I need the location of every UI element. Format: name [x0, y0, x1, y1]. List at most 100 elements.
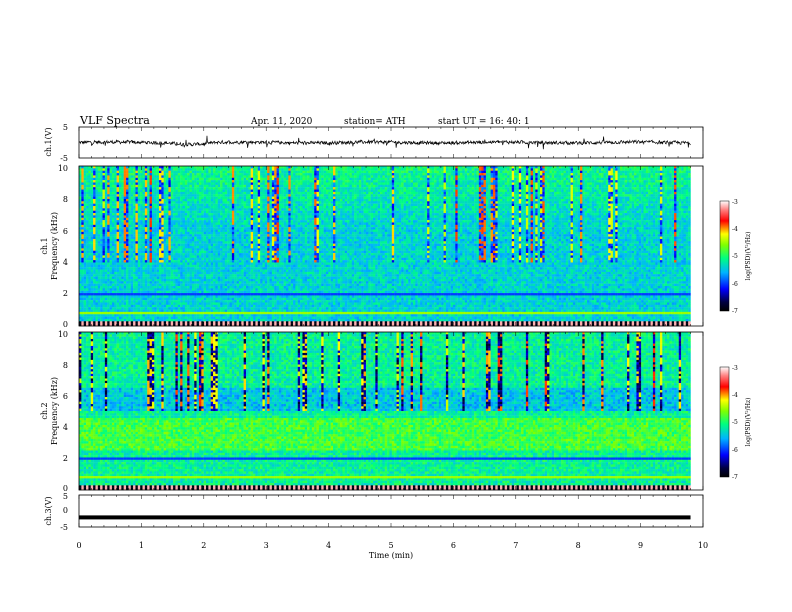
- spectrogram-cell: [464, 203, 468, 207]
- spectrogram-cell: [384, 175, 388, 178]
- spectrogram-cell: [467, 182, 470, 186]
- spectrogram-cell: [358, 184, 362, 188]
- spectrogram-cell: [547, 166, 550, 169]
- spectrogram-cell: [333, 187, 336, 190]
- spectrogram-cell: [685, 206, 689, 209]
- spectrogram-cell: [206, 196, 209, 200]
- spectrogram-cell: [114, 196, 117, 200]
- spectrogram-cell: [293, 180, 296, 183]
- spectrogram-cell: [678, 198, 682, 202]
- spectrogram-cell: [95, 173, 99, 176]
- spectrogram-cell: [511, 198, 515, 202]
- spectrogram-cell: [97, 210, 101, 214]
- spectrogram-cell: [304, 206, 308, 209]
- spectrogram-cell: [598, 206, 602, 209]
- spectrogram-cell: [137, 182, 141, 186]
- spectrogram-cell: [262, 175, 266, 178]
- spectrogram-cell: [584, 194, 588, 197]
- spectrogram-cell: [398, 208, 402, 211]
- spectrogram-cell: [530, 189, 534, 193]
- spectrogram-cell: [86, 175, 89, 178]
- spectrogram-cell: [488, 201, 491, 204]
- spectrogram-cell: [631, 208, 635, 211]
- spectrogram-cell: [234, 206, 237, 209]
- spectrogram-cell: [250, 194, 254, 197]
- spectrogram-cell: [130, 189, 134, 193]
- spectrogram-cell: [81, 206, 84, 209]
- spectrogram-cell: [535, 208, 538, 211]
- spectrogram-cell: [189, 170, 193, 174]
- spectrogram-cell: [318, 177, 322, 181]
- spectrogram-cell: [549, 166, 552, 169]
- spectrogram-cell: [380, 206, 383, 209]
- spectrogram-cell: [133, 180, 136, 183]
- spectrogram-cell: [217, 198, 221, 202]
- spectrogram-cell: [511, 201, 515, 204]
- spectrogram-cell: [333, 173, 336, 176]
- spectrogram-cell: [424, 196, 428, 200]
- spectrogram-cell: [123, 173, 127, 176]
- spectrogram-cell: [441, 170, 444, 174]
- spectrogram-cell: [645, 206, 649, 209]
- spectrogram-cell: [262, 184, 266, 188]
- spectrogram-cell: [405, 191, 409, 195]
- spectrogram-cell: [448, 198, 451, 202]
- spectrogram-cell: [676, 168, 679, 171]
- spectrogram-cell: [95, 184, 99, 188]
- spectrogram-cell: [450, 201, 454, 204]
- spectrogram-cell: [267, 182, 270, 186]
- spectrogram-cell: [281, 194, 284, 197]
- spectrogram-cell: [478, 175, 482, 178]
- spectrogram-cell: [130, 182, 134, 186]
- spectrogram-cell: [511, 194, 515, 197]
- spectrogram-cell: [502, 191, 505, 195]
- spectrogram-cell: [210, 184, 214, 188]
- spectrogram-cell: [333, 201, 336, 204]
- spectrogram-cell: [295, 170, 298, 174]
- spectrogram-cell: [596, 170, 599, 174]
- spectrogram-cell: [130, 177, 134, 181]
- spectrogram-cell: [655, 208, 658, 211]
- spectrogram-cell: [201, 170, 204, 174]
- spectrogram-cell: [135, 173, 138, 176]
- spectrogram-cell: [403, 175, 407, 178]
- spectrogram-cell: [436, 201, 440, 204]
- spectrogram-cell: [278, 191, 282, 195]
- ch1-spectrogram-heatmap: [79, 166, 691, 327]
- spectrogram-cell: [547, 168, 550, 171]
- spectrogram-cell: [166, 168, 169, 171]
- spectrogram-cell: [281, 177, 284, 181]
- spectrogram-cell: [396, 184, 400, 188]
- spectrogram-cell: [525, 187, 529, 190]
- spectrogram-cell: [347, 194, 350, 197]
- spectrogram-cell: [575, 194, 578, 197]
- spectrogram-cell: [523, 180, 527, 183]
- spectrogram-cell: [591, 194, 595, 197]
- spectrogram-cell: [187, 182, 190, 186]
- spectrogram-cell: [485, 166, 489, 169]
- spectrogram-cell: [441, 168, 444, 171]
- spectrogram-cell: [351, 189, 355, 193]
- spectrogram-cell: [627, 203, 630, 207]
- spectrogram-cell: [182, 182, 186, 186]
- spectrogram-cell: [304, 184, 308, 188]
- spectrogram-cell: [622, 191, 625, 195]
- spectrogram-cell: [241, 184, 244, 188]
- spectrogram-cell: [657, 182, 661, 186]
- spectrogram-cell: [551, 187, 555, 190]
- spectrogram-cell: [227, 201, 230, 204]
- spectrogram-cell: [619, 187, 623, 190]
- spectrogram-cell: [264, 182, 268, 186]
- spectrogram-cell: [375, 182, 378, 186]
- spectrogram-cell: [100, 175, 103, 178]
- spectrogram-cell: [514, 182, 517, 186]
- spectrogram-cell: [142, 187, 146, 190]
- spectrogram-cell: [300, 201, 303, 204]
- spectrogram-cell: [140, 201, 143, 204]
- spectrogram-cell: [111, 168, 115, 171]
- spectrogram-cell: [424, 189, 428, 193]
- spectrogram-cell: [471, 177, 475, 181]
- spectrogram-cell: [387, 191, 390, 195]
- spectrogram-cell: [295, 187, 298, 190]
- spectrogram-cell: [194, 187, 197, 190]
